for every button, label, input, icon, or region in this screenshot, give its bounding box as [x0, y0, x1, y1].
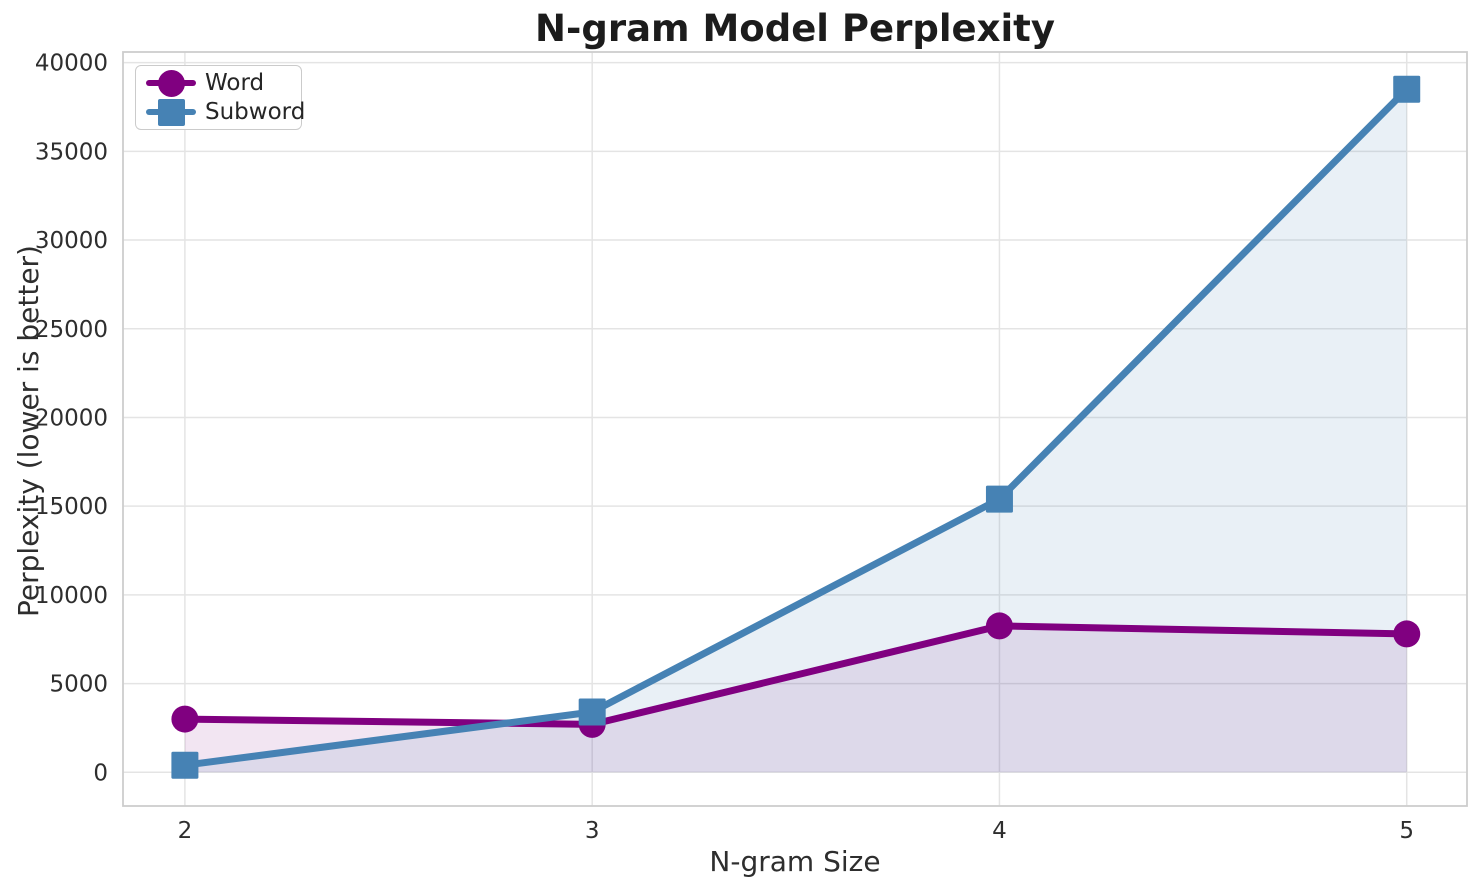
- x-tick-label: 3: [585, 818, 600, 844]
- chart-title: N-gram Model Perplexity: [535, 7, 1055, 50]
- y-tick-label: 15000: [35, 494, 108, 520]
- legend-item-subword: Subword: [146, 98, 305, 126]
- y-tick-label: 5000: [49, 672, 108, 698]
- legend-marker-sample: [157, 98, 185, 126]
- subword-data-point: [578, 698, 606, 726]
- y-tick-label: 20000: [35, 405, 108, 431]
- series-layer: [171, 75, 1421, 779]
- legend-item-word: Word: [146, 69, 291, 97]
- legend-label: Subword: [205, 99, 306, 125]
- legend: Word Subword: [135, 65, 305, 130]
- word-data-point: [985, 612, 1013, 640]
- x-tick-label: 5: [1399, 818, 1414, 844]
- y-tick-label: 35000: [35, 139, 108, 165]
- subword-data-point: [985, 485, 1013, 513]
- gridlines: [123, 52, 1467, 806]
- subword-series-line: [181, 85, 1411, 769]
- subword-square-marker-icon: [146, 98, 196, 126]
- x-tick-label: 4: [992, 818, 1007, 844]
- axis-tick-labels: 0 5000 10000 15000 20000 25000 30000 35000 40000…: [35, 51, 1414, 844]
- y-tick-label: 40000: [35, 51, 108, 77]
- word-series-line: [181, 622, 1411, 728]
- subword-data-point: [171, 751, 199, 779]
- word-data-point: [1393, 620, 1421, 648]
- x-tick-label: 2: [178, 818, 193, 844]
- y-tick-label: 25000: [35, 317, 108, 343]
- y-tick-label: 30000: [35, 228, 108, 254]
- y-tick-label: 10000: [35, 583, 108, 609]
- subword-data-point: [1393, 75, 1421, 103]
- y-axis-label: Perplexity (lower is better): [12, 245, 45, 617]
- word-area-fill: [184, 625, 1407, 773]
- x-axis-label: N-gram Size: [709, 845, 880, 878]
- word-data-point: [171, 705, 199, 733]
- y-tick-label: 0: [93, 760, 108, 786]
- subword-area-fill: [184, 89, 1407, 773]
- legend-marker-sample: [157, 69, 185, 97]
- word-circle-marker-icon: [146, 69, 196, 97]
- legend-label: Word: [205, 70, 265, 96]
- plot-border: [122, 51, 1468, 807]
